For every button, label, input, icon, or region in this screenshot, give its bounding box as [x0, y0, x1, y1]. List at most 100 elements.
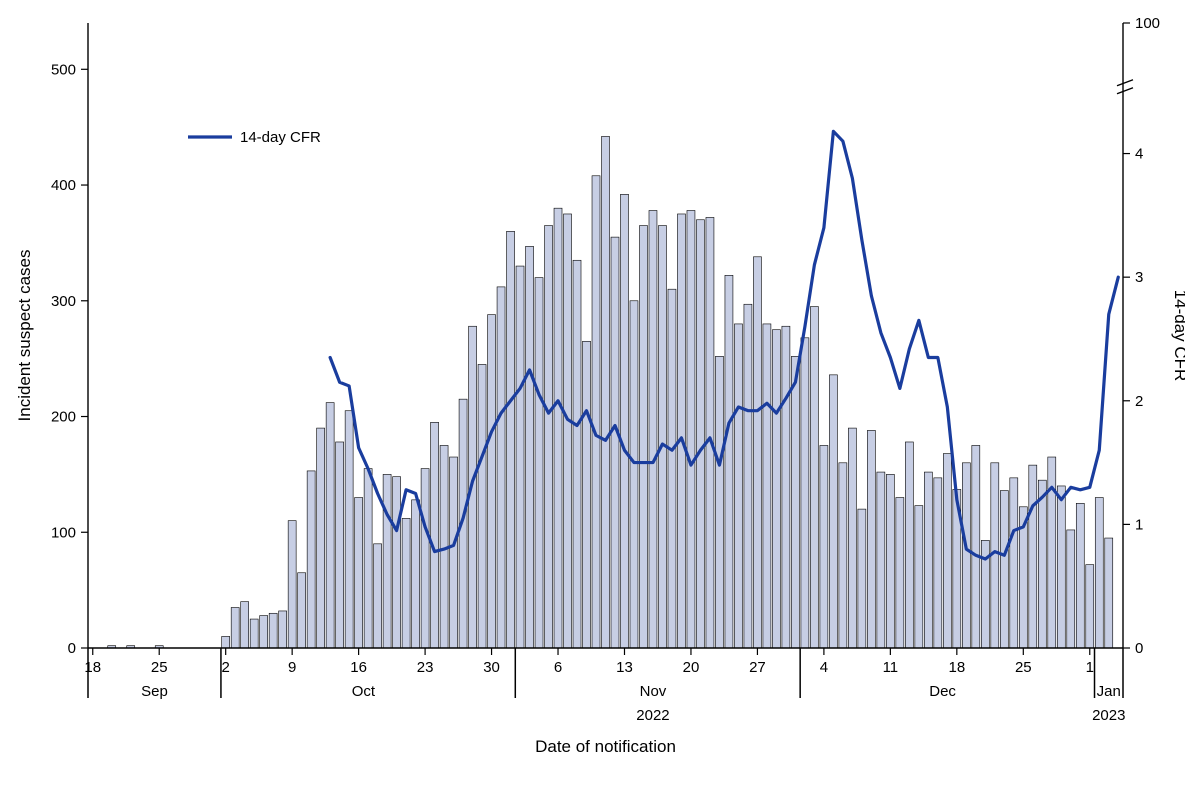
bar	[943, 454, 951, 648]
x-day-tick-label: 2	[222, 659, 230, 676]
bar	[677, 214, 685, 648]
bar	[725, 275, 733, 648]
y-left-axis-label: Incident suspect cases	[15, 250, 34, 422]
bar	[687, 211, 695, 649]
x-month-label: Dec	[929, 683, 956, 700]
bar	[858, 509, 866, 648]
bar	[383, 474, 391, 648]
x-day-tick-label: 20	[683, 659, 700, 676]
bar	[1105, 538, 1113, 648]
y-left-tick-label: 500	[51, 61, 76, 78]
bar	[1038, 480, 1046, 648]
bar	[915, 506, 923, 648]
bar	[696, 220, 704, 648]
bar	[231, 607, 239, 648]
legend-label: 14-day CFR	[240, 129, 321, 146]
bar	[279, 611, 287, 648]
x-day-tick-label: 6	[554, 659, 562, 676]
axis-break-icon	[1117, 80, 1133, 86]
bar	[364, 469, 372, 648]
bar	[877, 472, 885, 648]
x-day-tick-label: 13	[616, 659, 633, 676]
bar	[269, 613, 277, 648]
bar	[649, 211, 657, 649]
bar	[288, 521, 296, 648]
bar	[1095, 498, 1103, 648]
bar	[886, 474, 894, 648]
bar	[326, 403, 334, 648]
bar	[753, 257, 761, 648]
x-day-tick-label: 1	[1086, 659, 1094, 676]
bar	[896, 498, 904, 648]
bar	[592, 176, 600, 648]
bar	[934, 478, 942, 648]
bar	[1086, 565, 1094, 648]
bar	[744, 304, 752, 648]
bar	[801, 338, 809, 648]
bar	[526, 246, 534, 648]
bar	[1057, 486, 1065, 648]
x-year-label: 2023	[1092, 707, 1125, 724]
x-month-label: Jan	[1097, 683, 1121, 700]
bar	[307, 471, 315, 648]
y-left-tick-label: 300	[51, 293, 76, 310]
bar	[554, 208, 562, 648]
bar	[497, 287, 505, 648]
bar	[507, 231, 515, 648]
bar	[734, 324, 742, 648]
x-day-tick-label: 9	[288, 659, 296, 676]
y-right-tick-label: 4	[1135, 146, 1143, 163]
x-axis-label: Date of notification	[535, 737, 676, 756]
bar	[839, 463, 847, 648]
bar	[535, 278, 543, 648]
bar	[611, 237, 619, 648]
bar	[583, 341, 591, 648]
bar	[298, 573, 306, 648]
bar	[1067, 530, 1075, 648]
bar	[715, 356, 723, 648]
bar	[630, 301, 638, 648]
y-left-tick-label: 200	[51, 409, 76, 426]
bar	[450, 457, 458, 648]
bar	[402, 518, 410, 648]
y-left-tick-label: 100	[51, 524, 76, 541]
bar	[782, 326, 790, 648]
bar	[545, 226, 553, 648]
bar	[1076, 503, 1084, 648]
x-month-label: Oct	[352, 683, 376, 700]
x-day-tick-label: 23	[417, 659, 434, 676]
bar	[421, 469, 429, 648]
bars-group	[108, 136, 1113, 648]
bar	[260, 616, 268, 648]
bar	[564, 214, 572, 648]
x-day-tick-label: 4	[820, 659, 828, 676]
bar	[1000, 491, 1008, 648]
bar	[820, 445, 828, 648]
bar	[763, 324, 771, 648]
bar	[658, 226, 666, 648]
bar	[972, 445, 980, 648]
y-left-tick-label: 0	[68, 640, 76, 657]
bar	[639, 226, 647, 648]
bar	[374, 544, 382, 648]
bar	[412, 500, 420, 648]
bar	[829, 375, 837, 648]
x-month-label: Sep	[141, 683, 168, 700]
x-day-tick-label: 25	[1015, 659, 1032, 676]
bar	[478, 364, 486, 648]
bar	[772, 330, 780, 648]
bar	[393, 477, 401, 648]
bar	[867, 430, 875, 648]
x-day-tick-label: 16	[350, 659, 367, 676]
bar	[706, 217, 714, 648]
bar	[241, 602, 249, 648]
y-right-tick-label: 2	[1135, 393, 1143, 410]
epidemic-curve-chart: 0100200300400500Incident suspect cases01…	[0, 0, 1185, 794]
bar	[810, 307, 818, 648]
bar	[345, 411, 353, 648]
y-right-tick-label: 3	[1135, 269, 1143, 286]
axis-break-icon	[1117, 88, 1133, 94]
bar	[1029, 465, 1037, 648]
chart-container: 0100200300400500Incident suspect cases01…	[0, 0, 1185, 794]
y-right-tick-label: 0	[1135, 640, 1143, 657]
